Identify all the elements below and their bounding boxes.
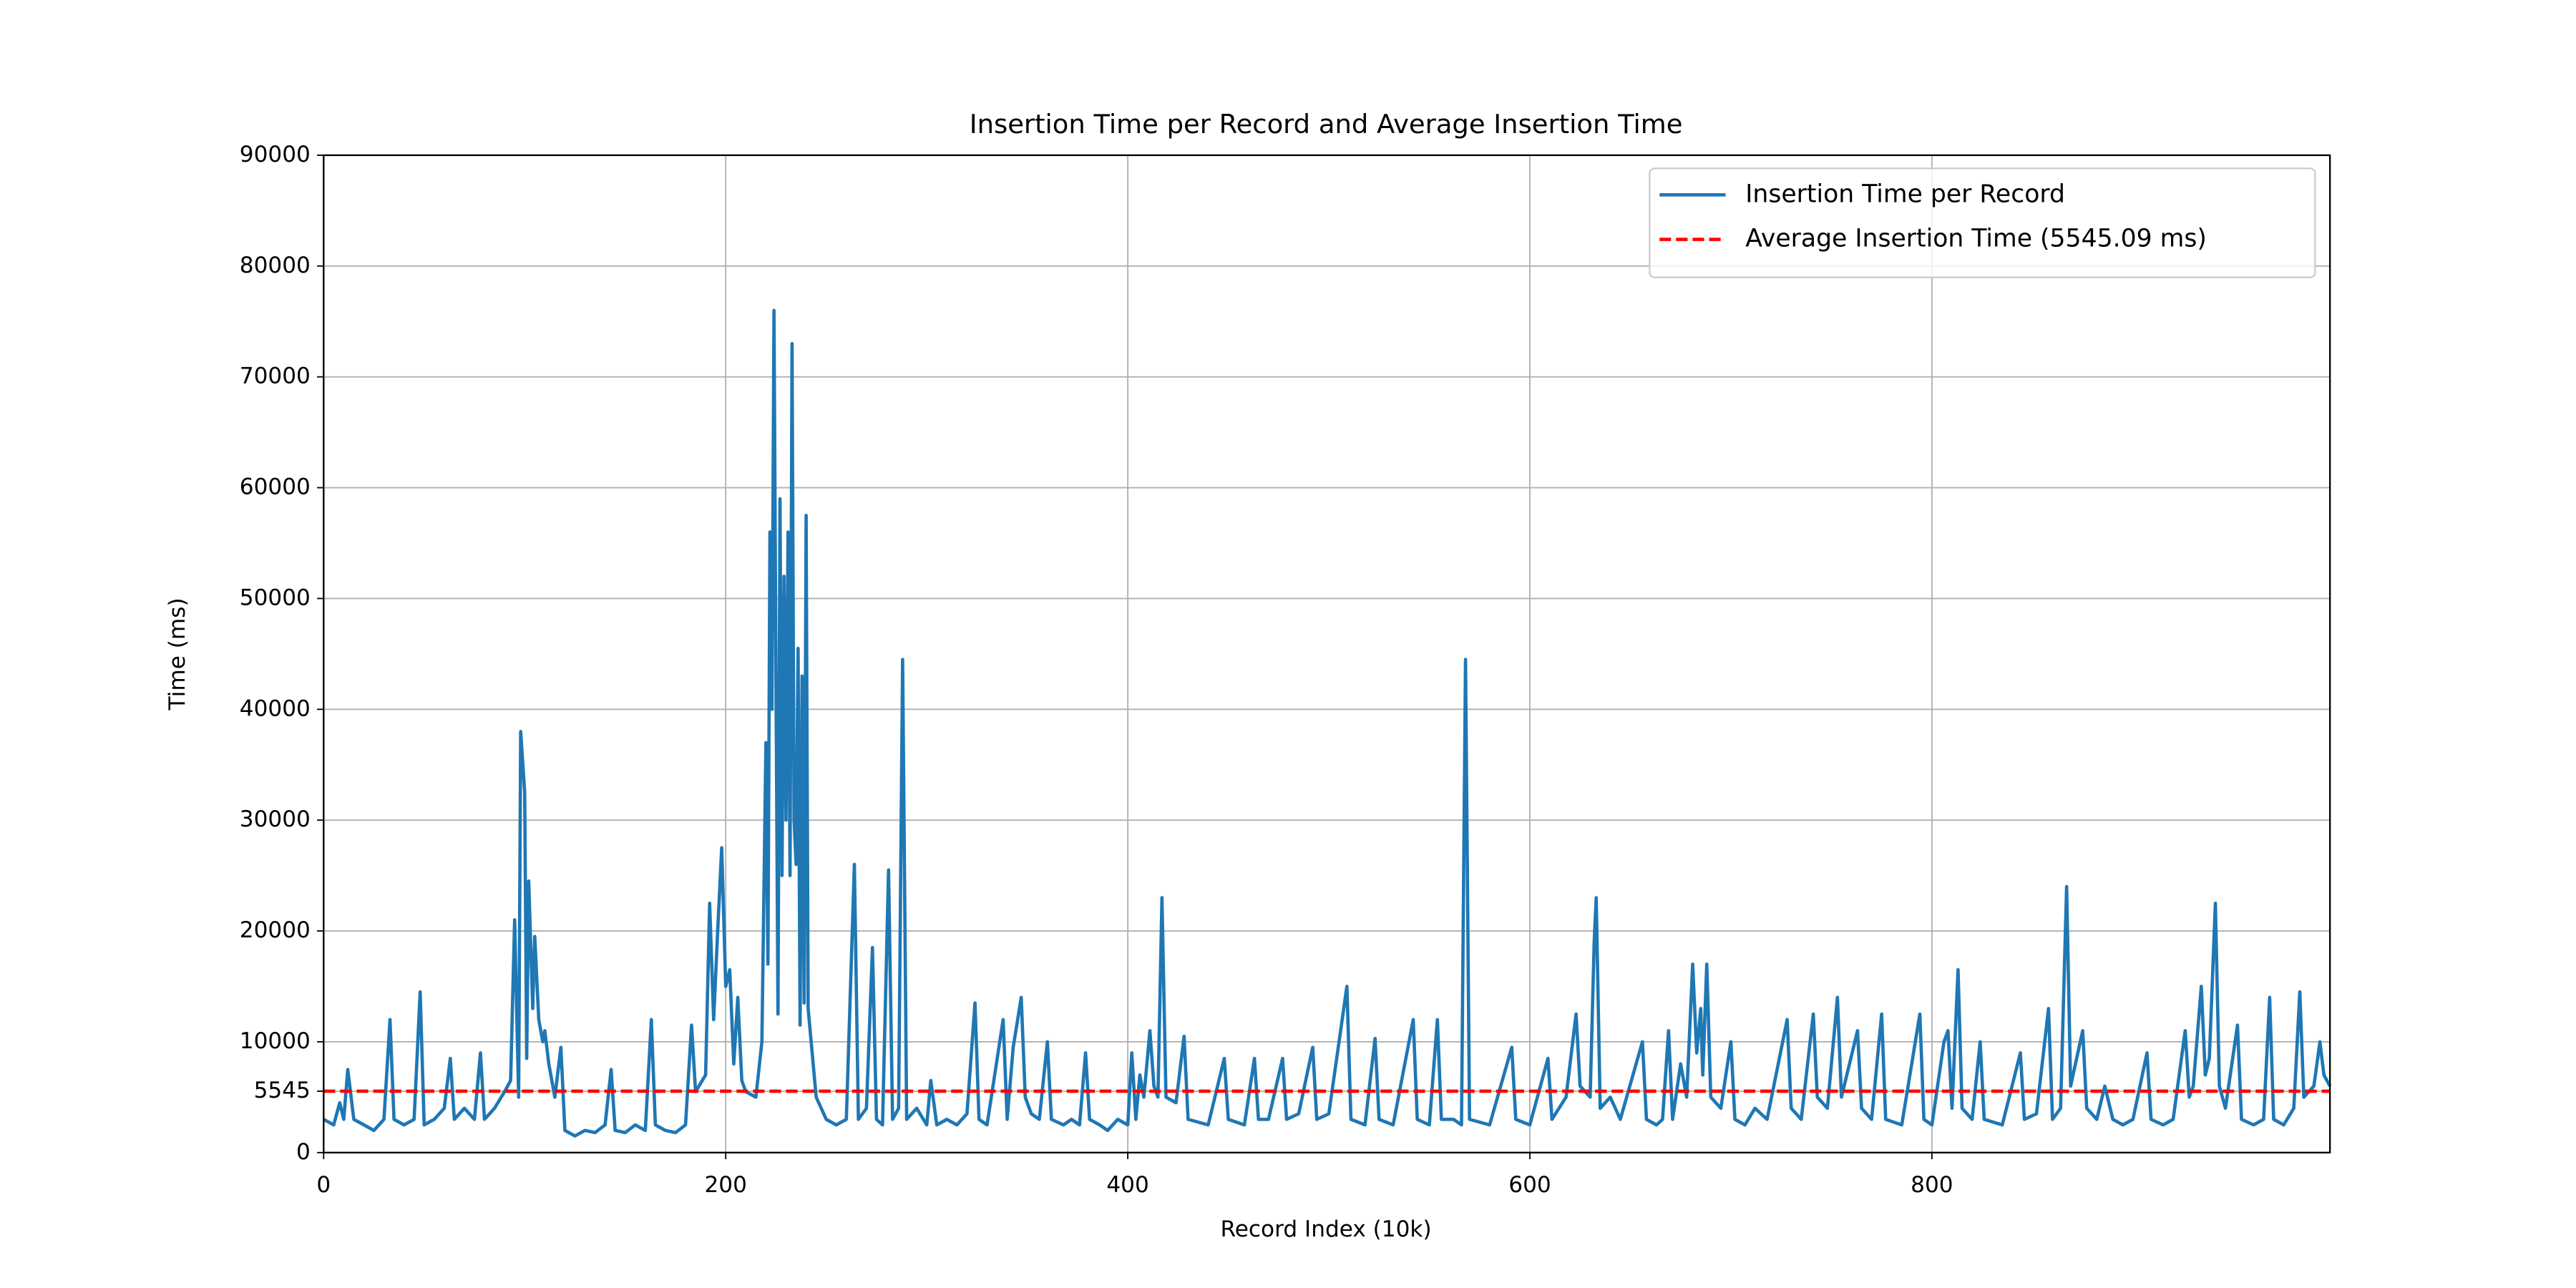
x-tick-label: 400	[1106, 1172, 1148, 1198]
x-tick-label: 200	[704, 1172, 746, 1198]
y-tick-label: 80000	[240, 253, 311, 278]
y-tick-label: 5545	[254, 1078, 311, 1103]
x-axis-label: Record Index (10k)	[1221, 1216, 1432, 1242]
legend-label: Average Insertion Time (5545.09 ms)	[1745, 225, 2207, 253]
chart-title: Insertion Time per Record and Average In…	[970, 109, 1683, 140]
legend-box	[1649, 167, 2316, 278]
y-tick-label: 30000	[240, 806, 311, 832]
legend: Insertion Time per Record Average Inserti…	[1649, 167, 2316, 278]
y-axis-label: Time (ms)	[165, 597, 190, 711]
x-tick-label: 0	[316, 1172, 331, 1198]
y-tick-label: 60000	[240, 474, 311, 500]
y-tick-label: 0	[296, 1139, 311, 1165]
y-tick-label: 70000	[240, 364, 311, 389]
y-tick-label: 10000	[240, 1028, 311, 1054]
y-tick-label: 90000	[240, 142, 311, 167]
legend-label: Insertion Time per Record	[1745, 180, 2065, 208]
y-tick-label: 20000	[240, 917, 311, 943]
y-tick-label: 50000	[240, 585, 311, 610]
x-tick-label: 800	[1911, 1172, 1953, 1198]
data-line	[323, 308, 2332, 1138]
plot-frame	[323, 154, 2331, 1153]
x-tick-label: 600	[1508, 1172, 1551, 1198]
y-tick-label: 40000	[240, 696, 311, 721]
